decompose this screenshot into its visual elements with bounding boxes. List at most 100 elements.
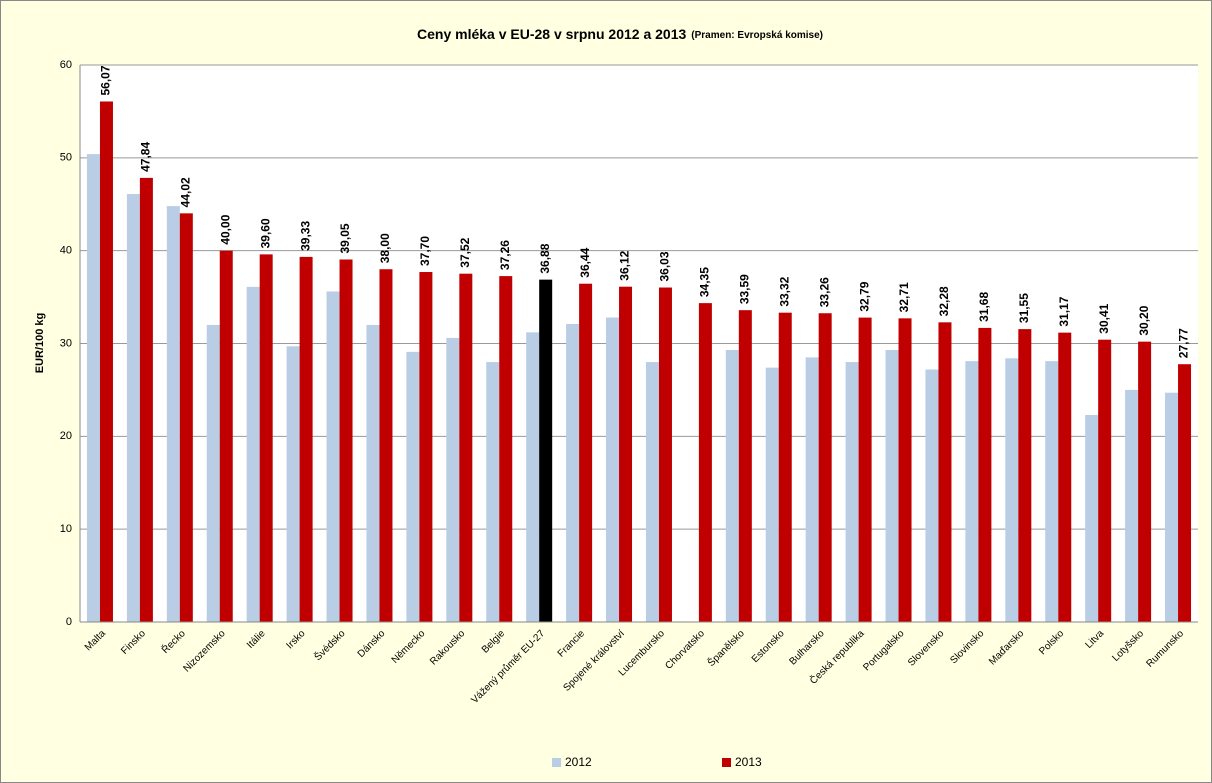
value-label: 37,52: [458, 237, 472, 267]
value-label: 36,88: [538, 243, 552, 273]
bar: [885, 349, 899, 622]
value-label: 40,00: [218, 214, 232, 244]
bar: [606, 317, 620, 622]
value-label: 37,26: [498, 240, 512, 270]
value-label: 30,20: [1137, 305, 1151, 335]
bar: [725, 349, 739, 622]
bar: [286, 346, 300, 622]
bar: [778, 312, 792, 622]
chart-title-group: Ceny mléka v EU-28 v srpnu 2012 a 2013 (P…: [417, 26, 823, 42]
bar: [965, 361, 979, 622]
bar: [1058, 332, 1072, 622]
bar: [818, 313, 832, 622]
bar: [339, 259, 353, 622]
bar: [539, 279, 553, 622]
bar: [858, 317, 872, 622]
value-label: 56,07: [99, 65, 113, 95]
bar: [845, 362, 859, 622]
bar: [1005, 358, 1019, 622]
bar: [499, 276, 513, 622]
value-label: 47,84: [139, 142, 153, 172]
bar: [379, 269, 393, 622]
bar: [658, 287, 672, 622]
bar: [366, 324, 380, 622]
bar: [765, 367, 779, 622]
bar: [1085, 414, 1099, 622]
y-axis-label: EUR/100 kg: [34, 313, 46, 374]
bar: [698, 303, 712, 622]
bar: [126, 194, 140, 622]
y-tick-label: 50: [60, 152, 72, 164]
value-label: 31,17: [1057, 296, 1071, 326]
bar: [566, 324, 580, 622]
bar: [1178, 364, 1192, 622]
value-label: 33,59: [737, 274, 751, 304]
value-label: 36,44: [578, 247, 592, 277]
bar: [446, 337, 460, 622]
y-tick-label: 10: [60, 523, 72, 535]
chart-subtitle: (Pramen: Evropská komise): [691, 30, 823, 41]
value-label: 32,71: [897, 282, 911, 312]
bar: [219, 250, 233, 622]
bar: [1098, 339, 1112, 622]
bar: [99, 101, 113, 622]
bar: [206, 324, 220, 622]
bar: [738, 310, 752, 622]
bar: [1018, 329, 1032, 622]
legend-label: 2013: [735, 755, 762, 769]
bar: [486, 362, 500, 622]
value-label: 36,12: [618, 250, 632, 280]
value-label: 31,55: [1017, 293, 1031, 323]
bar: [326, 291, 340, 622]
value-label: 39,05: [338, 223, 352, 253]
bar: [259, 254, 273, 622]
bar: [246, 286, 260, 622]
legend-label: 2012: [565, 755, 592, 769]
legend-swatch: [722, 758, 731, 767]
chart-title: Ceny mléka v EU-28 v srpnu 2012 a 2013: [417, 26, 686, 42]
bar: [406, 351, 420, 622]
bar: [179, 213, 193, 623]
bar: [419, 272, 433, 622]
legend-swatch: [552, 758, 561, 767]
bar: [579, 283, 593, 622]
y-tick-label: 60: [60, 59, 72, 71]
value-label: 38,00: [378, 233, 392, 263]
y-tick-label: 20: [60, 430, 72, 442]
value-label: 39,60: [258, 218, 272, 248]
value-label: 33,26: [817, 277, 831, 307]
bar: [1165, 392, 1179, 622]
bar: [1138, 341, 1152, 622]
bar: [459, 273, 473, 622]
value-label: 44,02: [178, 177, 192, 207]
value-label: 31,68: [977, 292, 991, 322]
y-tick-label: 30: [60, 337, 72, 349]
value-label: 27,77: [1177, 328, 1191, 358]
bar: [86, 154, 100, 622]
value-label: 36,03: [658, 251, 672, 281]
bar: [526, 332, 540, 622]
value-label: 37,70: [418, 236, 432, 266]
value-label: 39,33: [298, 221, 312, 251]
y-tick-label: 0: [66, 616, 72, 628]
bar: [898, 318, 912, 622]
value-label: 30,41: [1097, 303, 1111, 333]
bar: [619, 286, 633, 622]
bar: [978, 327, 992, 622]
bar: [1045, 361, 1059, 622]
bar: [645, 362, 659, 622]
y-tick-label: 40: [60, 245, 72, 257]
bar: [938, 322, 952, 622]
value-label: 34,35: [698, 267, 712, 297]
bar: [166, 206, 180, 622]
bar: [925, 369, 939, 622]
bar: [139, 177, 153, 623]
bar: [1125, 389, 1139, 622]
value-label: 32,28: [937, 286, 951, 316]
value-label: 32,79: [857, 281, 871, 311]
bar: [299, 256, 313, 622]
bar: [805, 357, 819, 622]
value-label: 33,32: [777, 276, 791, 306]
